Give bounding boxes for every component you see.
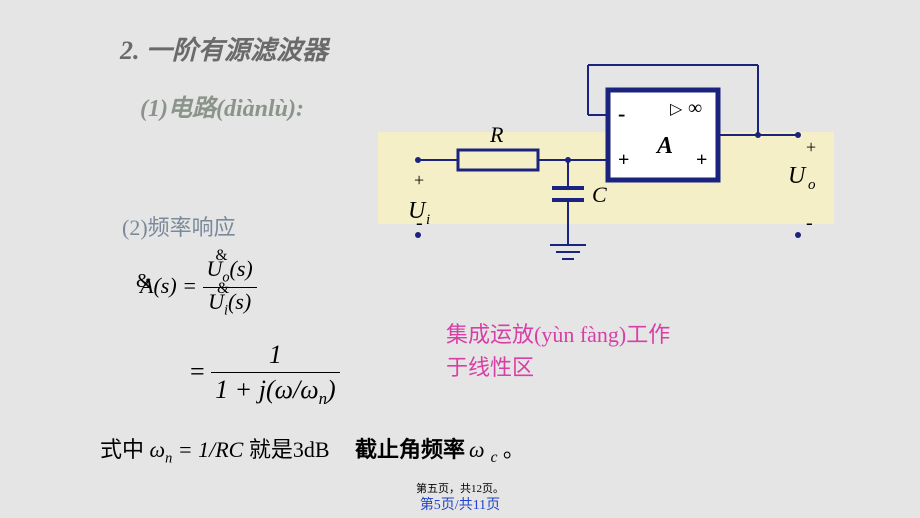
formula2-den-pre: 1 + j( [215,375,274,404]
note-text-2: 于线性区 [446,355,534,380]
footer-page: 第5页/共11页 [420,494,500,514]
heading-sub2: (2)频率响应 [122,210,236,242]
final-pre: 式中 [100,437,150,462]
final-omega-c: ω [469,437,485,462]
note-pinyin: (yùn fàng) [534,322,626,347]
final-eq: = 1/ [172,437,215,462]
svg-text:A: A [655,133,673,159]
svg-text:-: - [806,212,813,234]
circuit-diagram: RC-+▷∞A++-+-UiUo [378,50,838,280]
slide: 2. 一阶有源滤波器 (1)电路(diànlù): (2)频率响应 RC-+▷∞… [0,0,920,518]
note-box: 集成运放(yùn fàng)工作 于线性区 [446,318,796,384]
formula2-omega2: ω [300,375,318,404]
svg-text:∞: ∞ [688,97,702,119]
formula2-num: 1 [211,338,340,373]
note-text-1a: 集成运放 [446,322,534,347]
svg-text:o: o [808,177,816,193]
svg-text:i: i [426,212,430,228]
formula2-sub: n [319,389,327,408]
svg-text:R: R [489,122,504,147]
final-line: 式中 ωn = 1/RC 就是3dB 截止角频率ωc 。 [100,432,525,467]
final-omega: ω [150,437,166,462]
note-text-1c: 工作 [626,322,670,347]
svg-text:+: + [414,170,424,190]
svg-text:U: U [788,163,807,189]
final-bold: 截止角频率 [355,437,465,462]
heading-section: 2. 一阶有源滤波器 [120,30,328,67]
svg-text:+: + [806,137,816,157]
formula2-post: ) [327,375,336,404]
svg-text:+: + [696,149,707,171]
formula-den-arg: (s) [228,289,251,314]
final-mid: 就是3dB [249,437,330,462]
formula-num-arg: (s) [230,256,253,281]
formula2-omega1: ω [275,375,293,404]
formula-block: & A(s) = & Uo(s) & Ui(s) = [140,255,340,432]
svg-text:▷: ▷ [670,101,683,118]
svg-text:C: C [592,182,607,207]
svg-text:U: U [408,198,427,224]
svg-text:+: + [618,149,629,171]
svg-text:-: - [618,101,625,126]
heading-sub1: (1)电路(diànlù): [140,88,304,123]
final-period: 。 [497,437,525,462]
final-rc: RC [215,437,243,462]
